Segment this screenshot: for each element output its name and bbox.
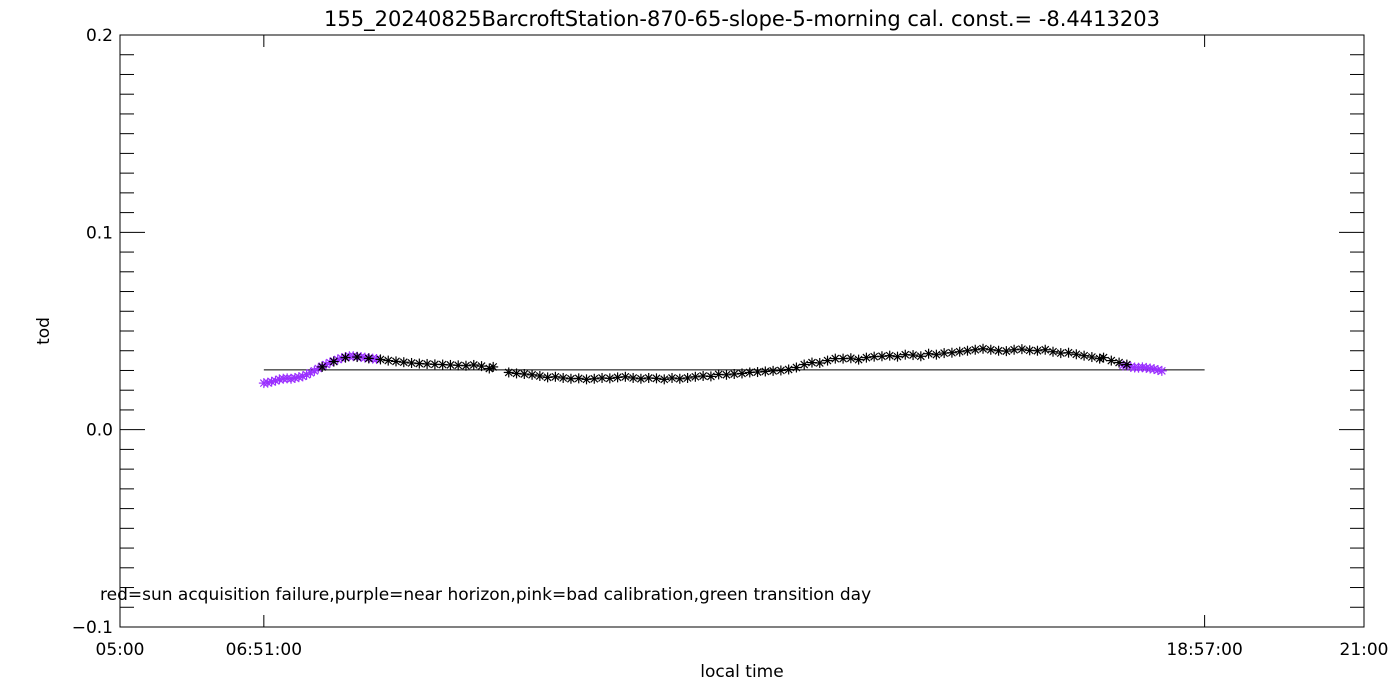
data-point [1032,345,1043,356]
data-point [589,373,600,384]
data-point [1106,355,1117,366]
x-tick-label: 05:00 [96,640,145,660]
x-tick-label: 18:57:00 [1166,640,1242,660]
data-point [908,350,919,361]
plot-frame [119,34,1365,628]
y-tick-label: 0.0 [86,421,113,441]
data-point [1094,353,1105,364]
color-legend-note: red=sun acquisition failure,purple=near … [100,585,871,605]
data-point [1063,347,1074,358]
data-point [328,356,339,367]
data-point [391,356,402,367]
data-point [931,349,942,360]
data-point [705,371,716,382]
data-point [985,344,996,355]
data-point [822,355,833,366]
data-point [993,345,1004,356]
data-point [1086,352,1097,363]
data-point [830,353,841,364]
data-point [915,351,926,362]
data-point [604,373,615,384]
data-point [488,361,499,372]
data-point [1016,344,1027,355]
data-point [352,352,363,363]
data-point [375,354,386,365]
data-point [1040,344,1051,355]
data-point [876,351,887,362]
x-tick-label: 06:51:00 [226,640,302,660]
data-point [511,368,522,379]
data-point [527,369,538,380]
data-point [340,352,351,363]
data-point [970,344,981,355]
data-point [309,365,320,376]
data-point [954,346,965,357]
data-point [1071,349,1082,360]
data-point [667,372,678,383]
data-point [635,373,646,384]
data-point [573,373,584,384]
data-point [1114,357,1125,368]
data-point [1055,348,1066,359]
data-point [1121,359,1132,370]
y-tick-label: 0.2 [86,26,113,46]
data-point [565,373,576,384]
data-point [799,359,810,370]
data-point [737,368,747,379]
data-point [962,345,973,356]
data-point [445,359,456,370]
chart-title: 155_20240825BarcroftStation-870-65-slope… [324,7,1160,32]
data-point [363,353,374,364]
y-tick-label: −0.1 [72,618,113,638]
data-point [814,357,825,368]
data-point [398,357,409,368]
data-point [651,373,662,384]
data-point [978,343,989,354]
data-point [682,372,693,383]
data-point [853,354,864,365]
data-point [861,352,872,363]
data-points-layer [258,343,1167,389]
data-point [775,365,786,376]
data-point [1001,346,1012,357]
x-tick-label: 21:00 [1340,640,1389,660]
data-point [503,367,514,378]
data-point [1079,350,1090,361]
data-point [383,355,394,366]
y-tick-label: 0.1 [86,223,113,243]
data-point [806,357,817,368]
y-axis-label: tod [34,317,54,345]
data-point [791,362,802,373]
data-point [674,373,685,384]
data-point [939,348,950,359]
data-point [620,371,631,382]
data-point [317,361,328,372]
data-point [721,369,732,380]
data-point [550,371,561,382]
x-axis-label: local time [700,662,783,682]
data-point [783,364,794,375]
data-point [628,372,639,383]
data-point [476,361,487,372]
data-point [534,370,545,381]
x-axis: 05:00 06:51:00 18:57:00 21:00 [96,35,1389,660]
data-point [406,357,417,368]
data-point [1048,346,1058,357]
data-point [946,347,957,358]
data-point [1098,352,1109,363]
data-point [690,371,701,382]
y-axis: −0.1 0.0 0.1 0.2 [72,26,1364,638]
data-point [845,353,856,364]
data-point [892,351,903,362]
data-point [884,350,895,361]
data-point [1156,365,1167,376]
data-point [460,360,471,371]
data-point [468,359,479,370]
data-point [558,372,569,383]
data-point [923,348,934,359]
data-point [659,374,670,385]
data-point [519,369,530,380]
